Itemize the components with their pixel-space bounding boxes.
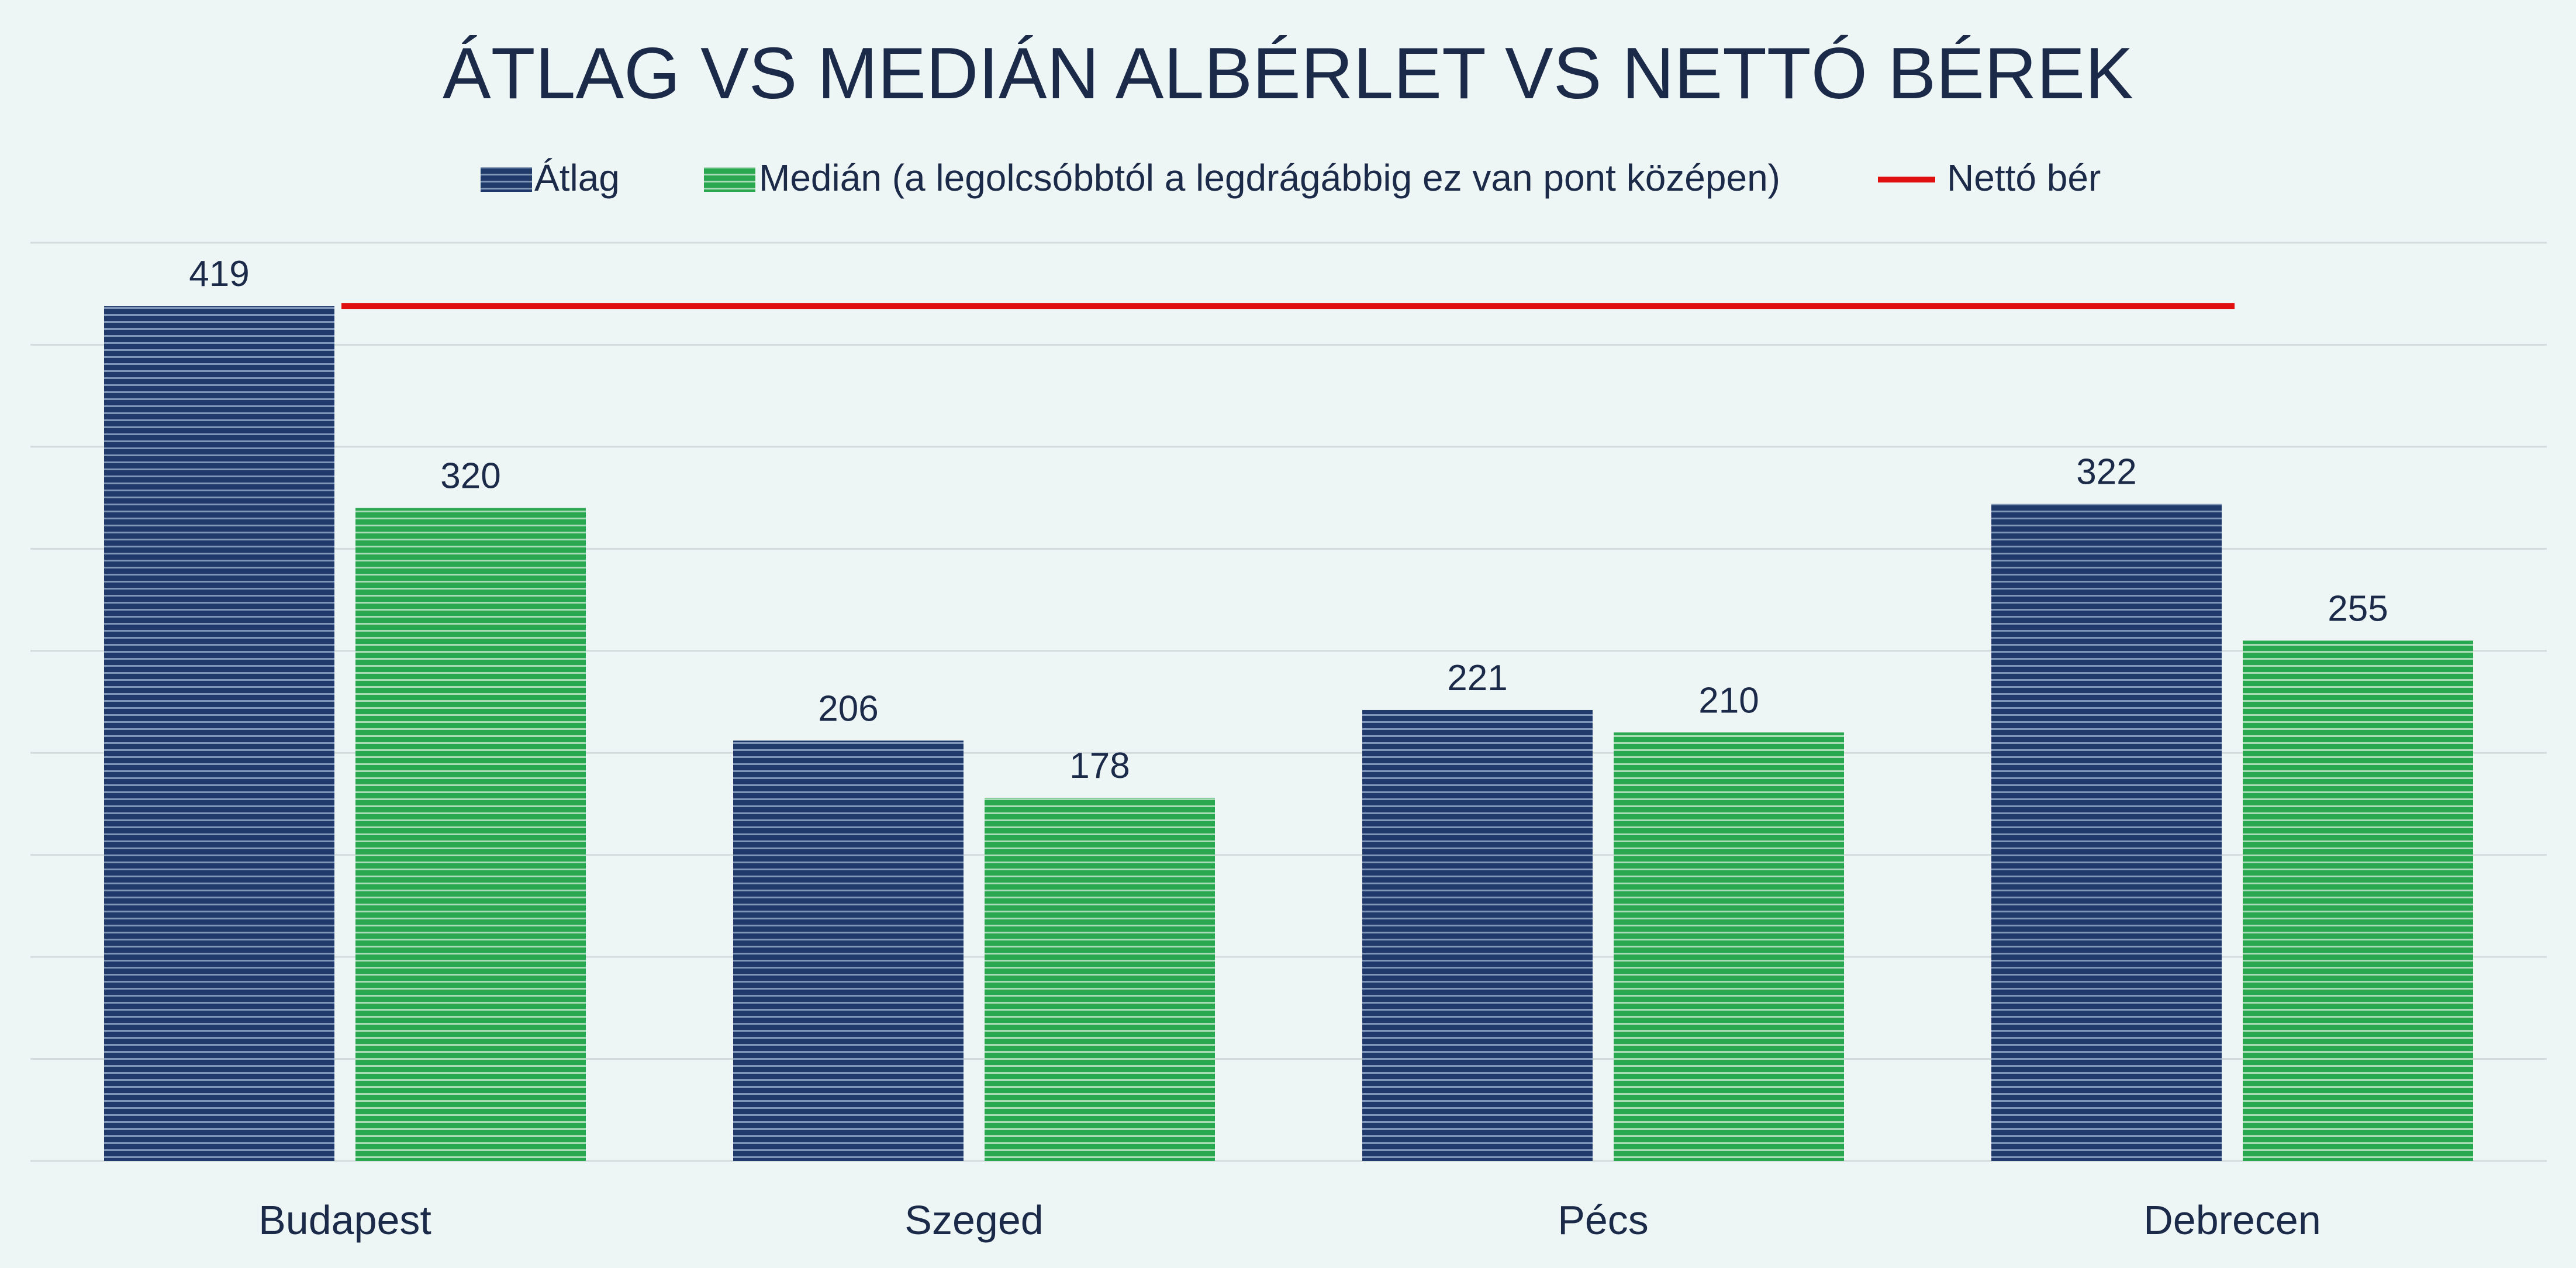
legend-label-atlag: Átlag bbox=[534, 157, 620, 199]
category-labels: Budapest Szeged Pécs Debrecen bbox=[258, 1197, 2321, 1243]
data-label: 178 bbox=[1069, 746, 1130, 786]
legend-swatch-median bbox=[704, 167, 755, 192]
bar-median-debrecen bbox=[2243, 640, 2473, 1161]
bars bbox=[104, 306, 2473, 1162]
legend-swatch-atlag bbox=[481, 167, 532, 192]
category-label: Budapest bbox=[258, 1197, 431, 1243]
data-label: 255 bbox=[2328, 588, 2388, 629]
data-label: 320 bbox=[440, 456, 500, 497]
chart-title: ÁTLAG VS MEDIÁN ALBÉRLET VS NETTÓ BÉREK bbox=[443, 33, 2133, 114]
data-label: 221 bbox=[1447, 658, 1507, 698]
legend: Átlag Medián (a legolcsóbbtól a legdrágá… bbox=[481, 157, 2101, 199]
data-label: 419 bbox=[189, 254, 249, 294]
data-labels: 419 320 206 178 221 210 322 255 bbox=[189, 254, 2388, 786]
bar-atlag-pécs bbox=[1362, 709, 1593, 1161]
category-label: Szeged bbox=[904, 1197, 1043, 1243]
data-label: 206 bbox=[818, 688, 878, 729]
bar-median-budapest bbox=[355, 508, 586, 1161]
category-label: Pécs bbox=[1558, 1197, 1649, 1243]
bar-atlag-budapest bbox=[104, 306, 334, 1162]
legend-label-median: Medián (a legolcsóbbtól a legdrágábbig e… bbox=[759, 157, 1780, 199]
bar-atlag-debrecen bbox=[1991, 504, 2222, 1161]
legend-label-netto-ber: Nettó bér bbox=[1947, 157, 2101, 199]
data-label: 322 bbox=[2076, 452, 2136, 492]
category-label: Debrecen bbox=[2143, 1197, 2321, 1243]
bar-median-pécs bbox=[1614, 732, 1844, 1161]
bar-median-szeged bbox=[985, 797, 1215, 1161]
bar-atlag-szeged bbox=[733, 740, 964, 1161]
data-label: 210 bbox=[1698, 680, 1759, 721]
